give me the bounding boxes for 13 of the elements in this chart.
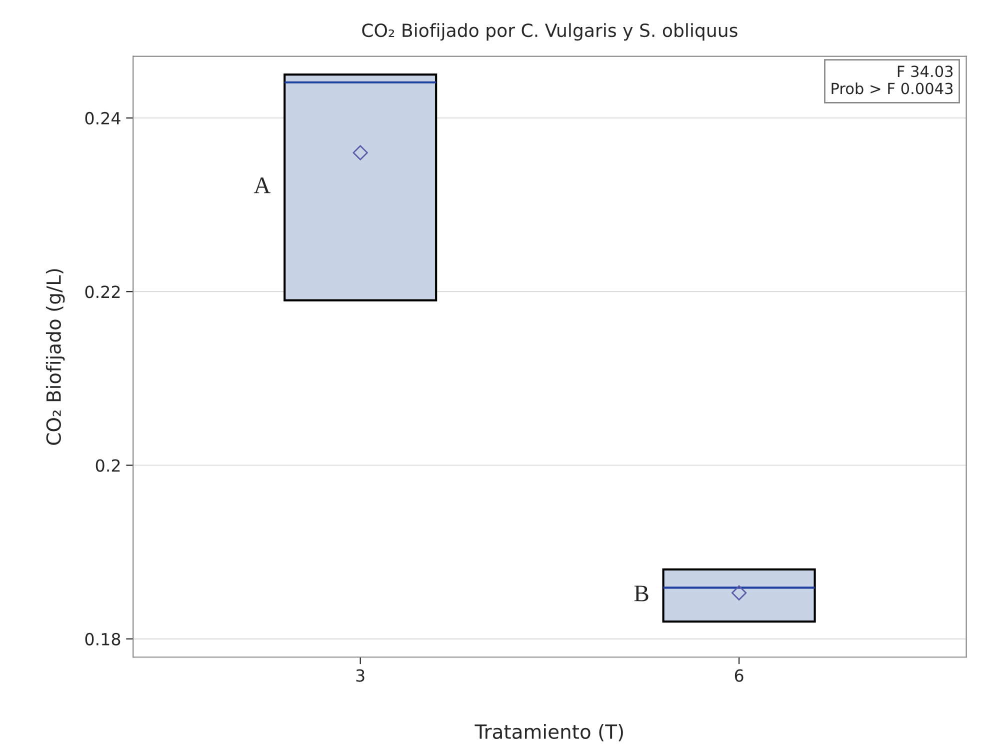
y-tick-label: 0.18 xyxy=(85,632,120,646)
x-axis-title: Tratamiento (T) xyxy=(474,724,623,742)
annotation: F 34.03 xyxy=(898,66,953,78)
y-tick-label: 0.22 xyxy=(85,286,120,298)
chart-title: CO₂ Biofijado por C. Vulgaris y S. obliquus xyxy=(362,23,738,41)
y-axis-title: CO₂ Biofijado (g/L) xyxy=(46,269,65,445)
x-tick-label: 3 xyxy=(356,669,364,682)
annotation: Prob > F 0.0043 xyxy=(832,82,953,94)
x-tick-label: 6 xyxy=(734,669,744,682)
annotation: B xyxy=(634,586,648,602)
y-tick-label: 0.2 xyxy=(96,459,120,472)
annotation: A xyxy=(254,178,271,194)
y-tick-label: 0.24 xyxy=(85,112,120,125)
